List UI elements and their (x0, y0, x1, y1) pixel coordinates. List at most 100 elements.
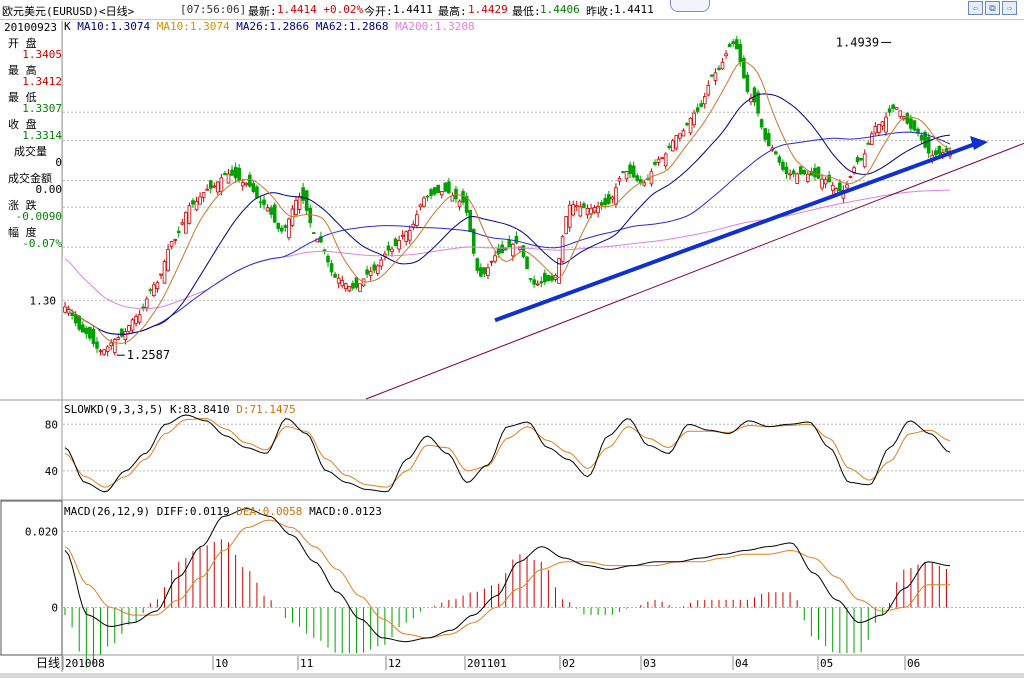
candle-body (400, 234, 405, 237)
candle-body (678, 133, 682, 139)
prev-close-value: 1.4411 (614, 3, 654, 16)
candle-body (425, 195, 430, 198)
candle-body (802, 169, 807, 175)
candle-body (514, 235, 519, 244)
macd-y-tick-label: 0 (51, 601, 58, 614)
candle-body (155, 282, 160, 289)
candle-body (429, 189, 433, 196)
next-page-icon[interactable]: ⇨ (1002, 1, 1017, 15)
candle-body (734, 39, 739, 50)
candle-body (283, 225, 288, 228)
candle-body (418, 204, 423, 208)
candle-body (742, 57, 746, 79)
macd-axis-frame (0, 500, 63, 656)
candle-body (130, 319, 135, 331)
y-tick-label: 1.30 (30, 294, 57, 307)
candle-body (486, 267, 490, 276)
macd-value: MACD:0.0123 (309, 505, 382, 518)
candle-body (621, 171, 625, 173)
candle-body (806, 173, 810, 182)
candle-body (340, 280, 345, 287)
candle-body (606, 194, 611, 204)
macd-name: MACD(26,12,9) (64, 505, 151, 518)
candle-body (695, 107, 700, 112)
candle-body (187, 205, 192, 224)
candle-body (230, 169, 234, 176)
candle-body (493, 255, 497, 262)
x-tick-label: 06 (907, 657, 920, 670)
candle-body (368, 270, 373, 276)
candle-body (546, 275, 551, 282)
candle-body (628, 164, 632, 175)
candle-body (443, 182, 448, 192)
candle-body (582, 203, 586, 209)
candle-body (766, 133, 771, 147)
info-label: 最 低 (8, 91, 37, 104)
candle-body (173, 239, 177, 241)
candle-body (543, 272, 547, 283)
latest-value: 1.4414 +0.02% (277, 3, 364, 16)
candle-body (379, 259, 384, 267)
prev-page-icon[interactable]: ⇦ (968, 1, 983, 15)
x-tick-label: 10 (215, 657, 228, 670)
info-value: 1.3405 (22, 48, 62, 61)
candle-body (528, 278, 533, 280)
candle-body (450, 195, 455, 202)
candle-body (91, 328, 96, 344)
candle-body (692, 112, 696, 126)
candle-body (880, 121, 885, 127)
candle-body (322, 249, 327, 252)
candle-body (635, 175, 640, 181)
info-value: -0.07% (22, 237, 62, 250)
candle-body (894, 107, 899, 110)
macd-y-tick-label: 0.020 (25, 525, 58, 538)
candle-body (415, 214, 419, 226)
candle-body (816, 166, 821, 179)
candle-body (781, 161, 785, 170)
candle-body (468, 209, 472, 233)
candle-body (152, 284, 156, 296)
candle-body (884, 116, 888, 133)
candle-body (642, 182, 647, 186)
candle-body (84, 327, 89, 335)
candle-body (308, 207, 313, 224)
candle-body (432, 187, 437, 195)
candle-body (88, 326, 92, 339)
candle-body (933, 150, 938, 156)
ma10-line (64, 60, 951, 344)
candle-body (887, 108, 892, 113)
candle-body (926, 136, 931, 154)
info-label: 开 盘 (8, 37, 37, 50)
candle-body (717, 67, 721, 70)
candle-body (525, 256, 529, 270)
candle-body (898, 110, 903, 117)
info-value: 1.3412 (22, 75, 62, 88)
info-value: 1.3307 (22, 102, 62, 115)
candle-body (774, 151, 778, 155)
collapse-tab-button[interactable] (670, 0, 710, 12)
candle-body (681, 130, 686, 137)
restore-icon[interactable]: ⧉ (985, 1, 1000, 15)
info-label: 涨 跌 (8, 199, 37, 212)
latest-label: 最新: (248, 5, 277, 18)
candle-body (280, 227, 284, 232)
high-value: 1.4429 (468, 3, 508, 16)
macd-legend: MACD(26,12,9) DIFF:0.0119 DEA:0.0058 MAC… (64, 505, 382, 518)
candle-body (336, 277, 341, 284)
candle-body (439, 191, 444, 196)
candle-body (347, 286, 352, 292)
candle-body (489, 260, 494, 263)
candle-body (265, 207, 270, 212)
ma200-legend: MA200:1.3208 (395, 20, 475, 33)
candle-body (706, 85, 711, 96)
candle-body (66, 309, 71, 314)
candle-body (184, 212, 188, 234)
candle-body (873, 126, 878, 134)
candle-body (251, 183, 256, 193)
candle-body (788, 173, 792, 176)
candle-body (631, 165, 636, 178)
candle-body (326, 255, 330, 263)
period-label: 日线 (36, 656, 60, 670)
open-value: 1.4411 (393, 3, 433, 16)
